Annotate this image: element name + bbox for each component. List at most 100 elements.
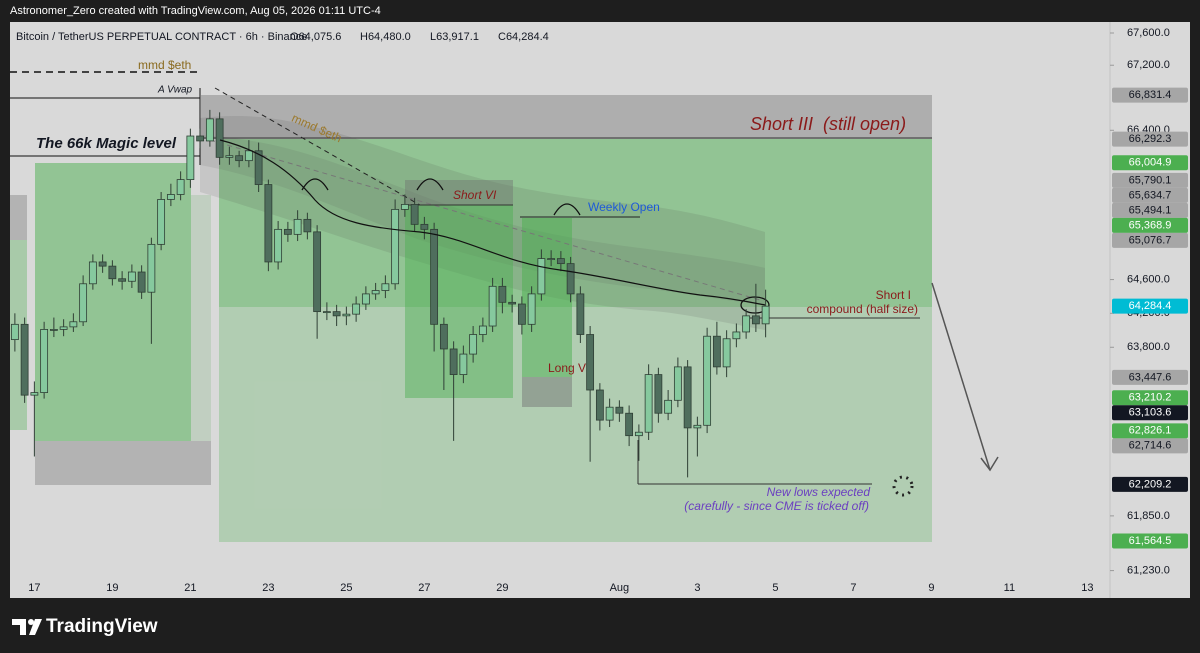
candle-body — [595, 389, 604, 421]
candle-body — [498, 285, 507, 303]
candle-body — [20, 323, 29, 396]
candle-body — [654, 374, 663, 414]
price-badge-label: 63,103.6 — [1129, 407, 1172, 419]
x-tick-label: 17 — [28, 582, 40, 594]
candle-body — [352, 303, 361, 315]
candle-body — [742, 315, 751, 333]
candle-body — [527, 293, 536, 325]
y-tick-label: 67,200.0 — [1127, 59, 1170, 71]
candle-body — [313, 231, 322, 313]
y-tick-label: 61,230.0 — [1127, 565, 1170, 577]
price-badge-label: 66,831.4 — [1129, 89, 1172, 101]
price-badge — [1112, 87, 1188, 103]
candle-body — [235, 155, 244, 162]
candle-body — [371, 290, 380, 295]
logo-shape — [29, 619, 42, 635]
annotation: A Vwap — [157, 85, 193, 96]
candle-body — [79, 283, 88, 323]
candle-body — [712, 335, 721, 368]
x-tick-label: 3 — [694, 582, 700, 594]
price-badge-label: 64,284.4 — [1129, 300, 1172, 312]
candle-body — [49, 329, 58, 331]
annotation: New lows expected — [767, 485, 871, 499]
candle-body — [556, 258, 565, 265]
price-badge-label: 66,004.9 — [1129, 157, 1172, 169]
candle-body — [400, 204, 409, 210]
arc — [553, 203, 581, 216]
annotation: The 66k Magic level — [36, 135, 177, 152]
price-badge — [1112, 155, 1188, 171]
y-tick-label: 63,800.0 — [1127, 341, 1170, 353]
candle-body — [274, 228, 283, 263]
x-tick-label: 23 — [262, 582, 274, 594]
chart-background — [10, 22, 1190, 598]
candle-body — [420, 223, 429, 230]
box — [191, 195, 211, 441]
candle-body — [196, 135, 205, 142]
x-tick-label: 25 — [340, 582, 352, 594]
price-badge — [1112, 187, 1188, 203]
ohlc-value: C64,284.4 — [498, 31, 549, 43]
candle-body — [264, 184, 273, 263]
candle-body — [430, 228, 439, 325]
box — [35, 441, 211, 485]
candle-body — [625, 412, 634, 437]
candle-body — [59, 326, 68, 330]
x-tick-label: 11 — [1004, 582, 1015, 594]
x-tick-label: 27 — [418, 582, 430, 594]
x-tick-label: 5 — [772, 582, 778, 594]
candle-body — [761, 305, 770, 325]
candle-body — [215, 118, 224, 158]
candle-body — [478, 325, 487, 335]
candle-body — [30, 392, 39, 396]
price-badge-label: 62,826.1 — [1129, 425, 1172, 437]
candle-body — [547, 258, 556, 260]
candle-body — [566, 263, 575, 295]
price-badge-label: 62,209.2 — [1129, 478, 1172, 490]
price-badge — [1112, 405, 1188, 421]
arrow — [931, 282, 991, 471]
ohlc-value: O64,075.6 — [290, 31, 341, 43]
arrow-head — [980, 456, 999, 472]
candle-body — [664, 399, 673, 414]
candle-body — [205, 118, 214, 142]
candle-body — [459, 353, 468, 375]
annotation: Long V — [548, 361, 586, 375]
candle-body — [439, 323, 448, 350]
candle-body — [361, 293, 370, 305]
candle-body — [391, 208, 400, 285]
candle-body — [10, 323, 19, 341]
candle-body — [108, 265, 117, 280]
attribution: Astronomer_Zero created with TradingView… — [10, 5, 381, 17]
candle-body — [342, 313, 351, 317]
price-badge-label: 66,292.3 — [1129, 133, 1172, 145]
candle-body — [722, 338, 731, 368]
candle-body — [673, 366, 682, 401]
candle-body — [293, 218, 302, 235]
candle-body — [410, 204, 419, 225]
price-badge — [1112, 423, 1188, 439]
price-badge — [1112, 131, 1188, 147]
x-tick-label: 19 — [106, 582, 118, 594]
candle-body — [137, 271, 146, 293]
price-badge-label: 62,714.6 — [1129, 440, 1172, 452]
y-tick-label: 64,600.0 — [1127, 273, 1170, 285]
candle-body — [517, 303, 526, 325]
axes: O64,075.6 H64,480.0 L63,917.1 C64,284.4 67,6… — [28, 27, 1188, 594]
annotation: Short III (still open) — [750, 114, 906, 134]
candle-body — [40, 329, 49, 393]
annotation: compound (half size) — [807, 302, 918, 316]
candle-body — [381, 283, 390, 291]
candle-body — [254, 150, 263, 185]
footer — [0, 598, 1200, 653]
candle-body — [118, 278, 127, 282]
moving-average — [219, 139, 766, 306]
candle-body — [166, 194, 175, 200]
short-zone — [219, 139, 932, 542]
x-tick-label: 13 — [1081, 582, 1093, 594]
candle-body — [244, 150, 253, 162]
price-badge — [1112, 369, 1188, 385]
candle-body — [586, 334, 595, 391]
candle-body — [332, 311, 341, 317]
box — [35, 163, 191, 441]
